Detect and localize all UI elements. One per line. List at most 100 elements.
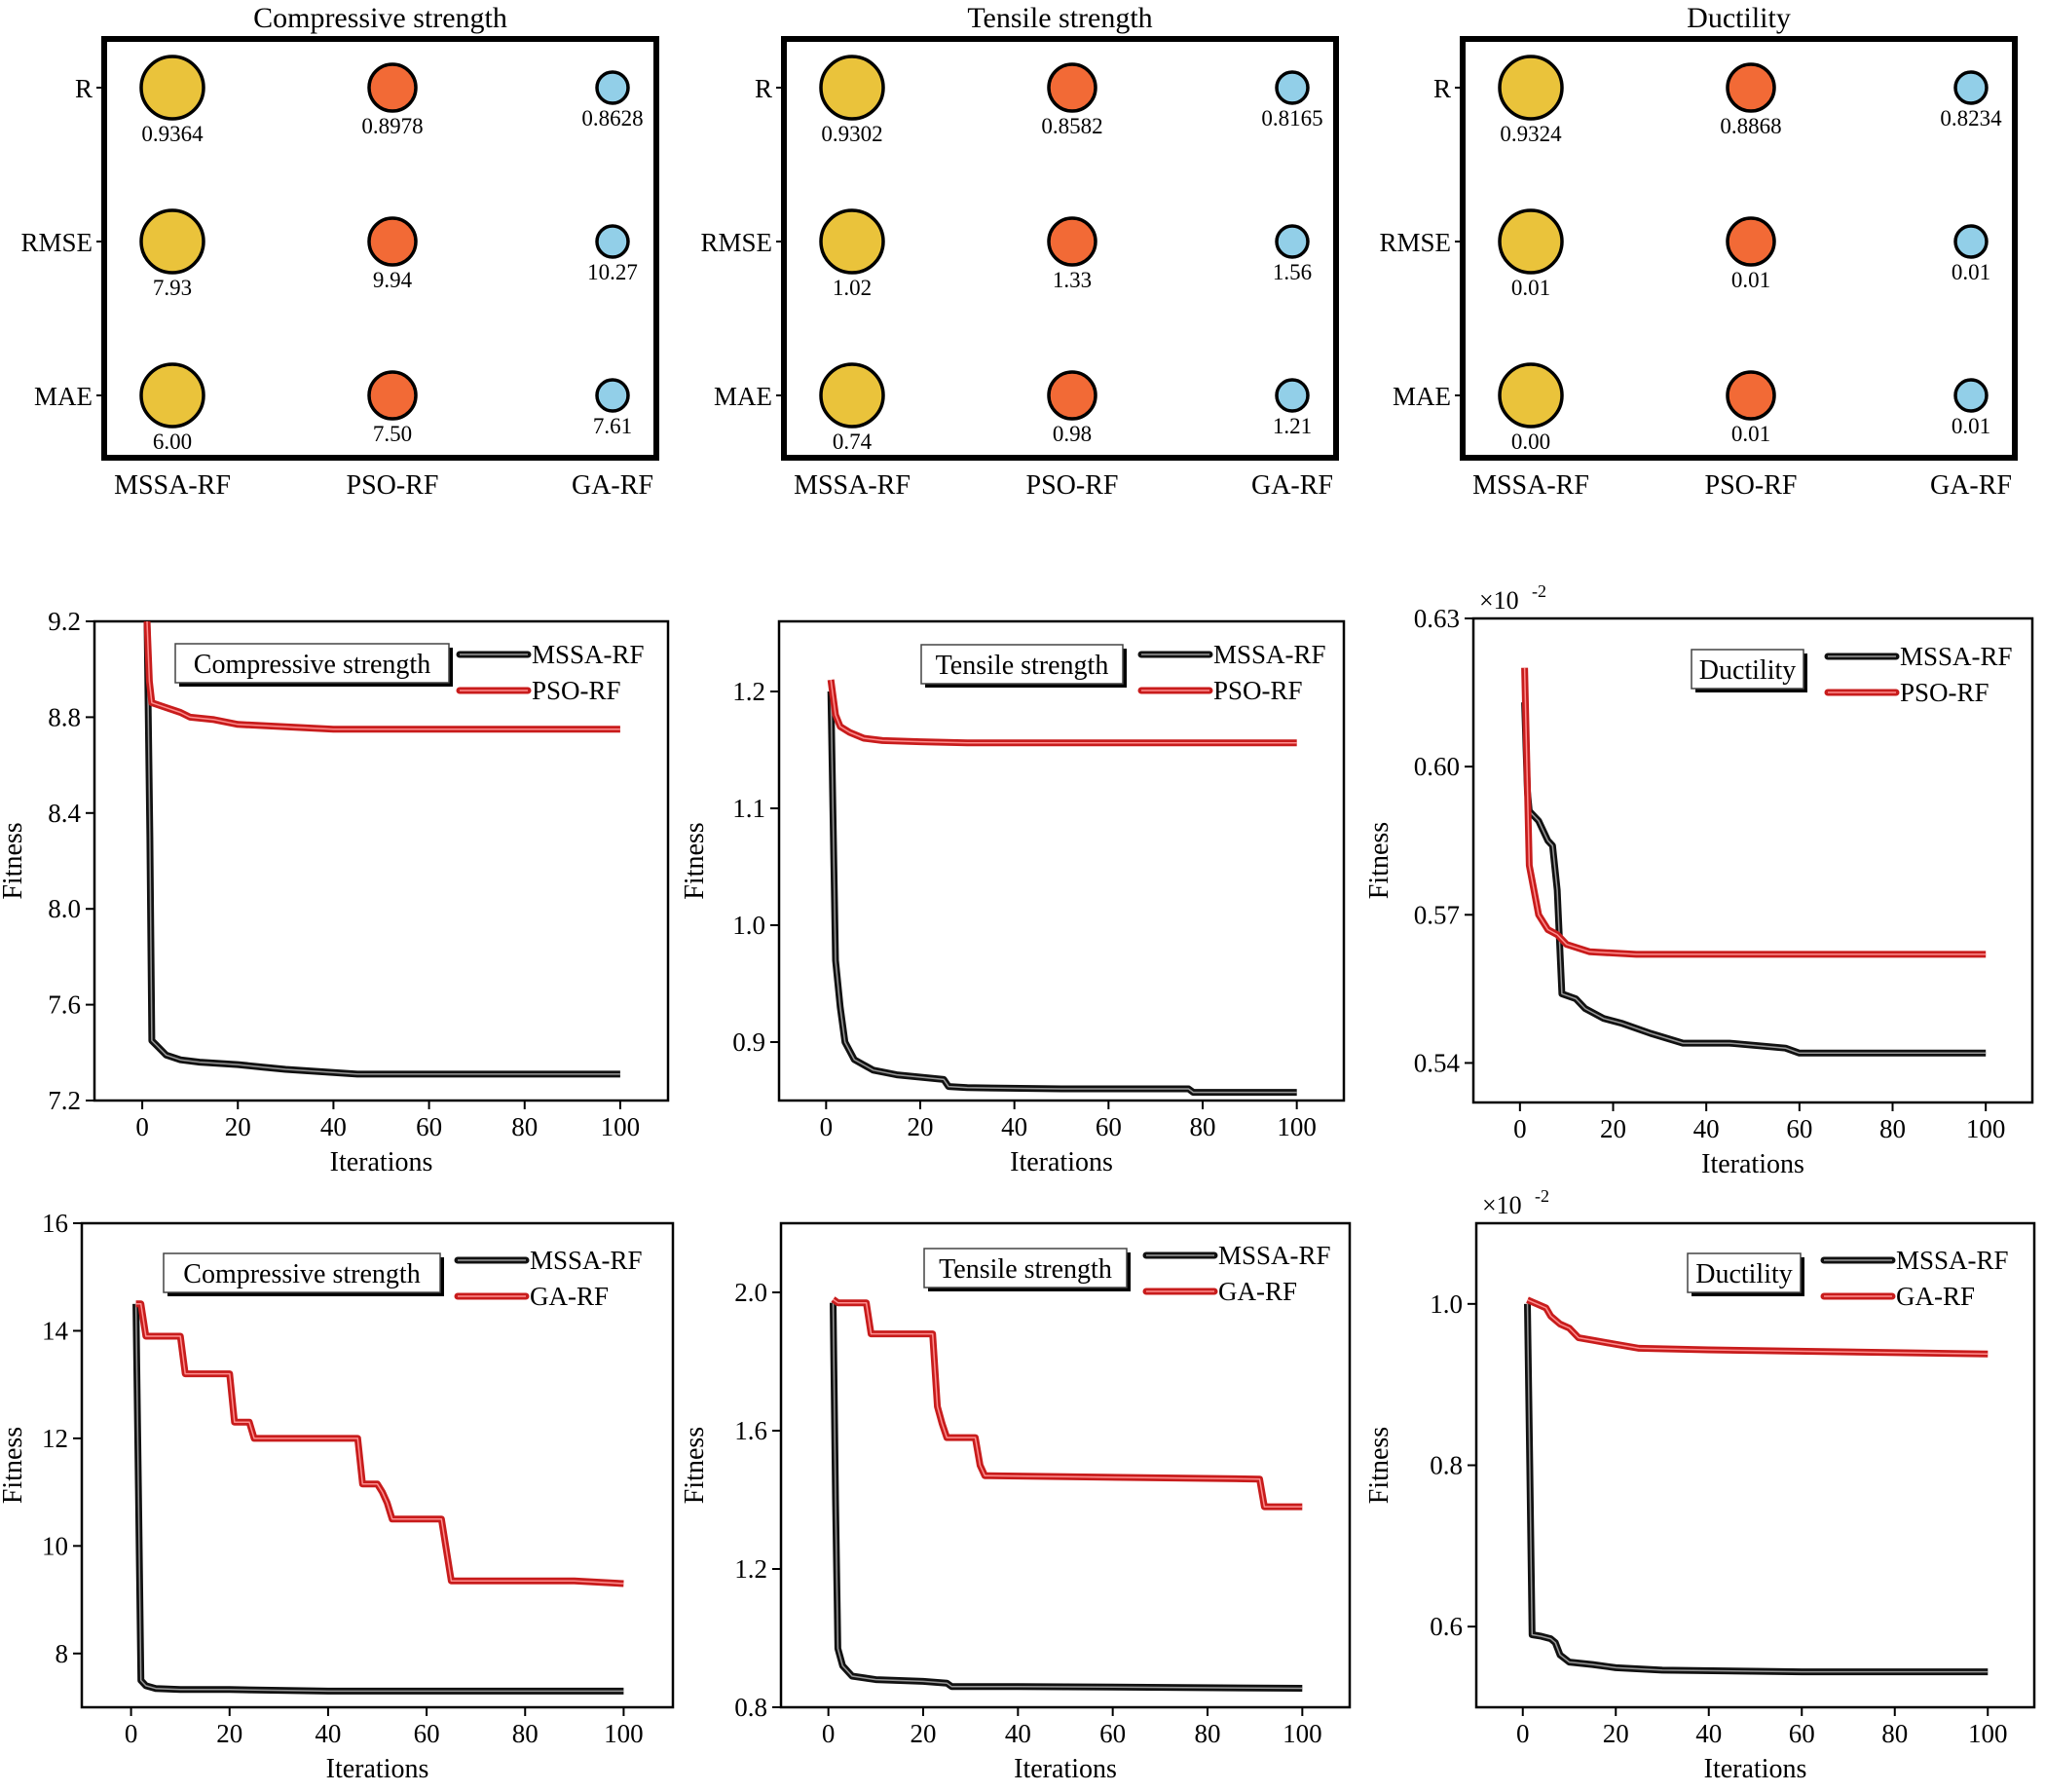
panel-title: Tensile strength xyxy=(967,2,1152,34)
x-tick-label: 100 xyxy=(1966,1114,2006,1143)
series-line-mssa-rf xyxy=(827,691,1297,1097)
x-category-label: PSO-RF xyxy=(347,470,439,501)
fitness-chart-1: 0 20 40 60 80 100 7.2 7.6 8.0 8.4 8.8 9.2 Iterations… xyxy=(0,607,670,1177)
x-category-label: MSSA-RF xyxy=(794,470,911,501)
fitness-chart-3: 0 20 40 60 80 100 0.54 0.57 0.60 0.63 Iterations Fi… xyxy=(1364,581,2034,1179)
legend-label: GA-RF xyxy=(530,1282,609,1311)
series-line-highlight xyxy=(1523,702,1987,1055)
bubble-mark xyxy=(1953,378,1989,413)
x-tick-label: 0 xyxy=(1513,1114,1527,1143)
x-category-label: GA-RF xyxy=(1251,470,1333,501)
x-tick-label: 0 xyxy=(820,1112,834,1141)
row-label: R xyxy=(75,74,93,103)
x-tick-label: 20 xyxy=(911,1719,937,1748)
y-tick-label: 1.2 xyxy=(734,1554,767,1584)
bubble-mark xyxy=(139,208,205,275)
x-tick-label: 0 xyxy=(135,1112,149,1141)
bubble-value-label: 1.33 xyxy=(1053,268,1092,292)
y-tick-label: 1.1 xyxy=(732,794,765,823)
series-line-mssa-rf xyxy=(1524,1303,1989,1676)
y-tick-label: 0.63 xyxy=(1414,604,1460,633)
bubble-mark xyxy=(1047,370,1097,421)
series-line-ga-rf xyxy=(831,1296,1303,1511)
legend-label: GA-RF xyxy=(1896,1282,1975,1311)
label-box xyxy=(1687,1252,1802,1293)
row-label: RMSE xyxy=(1379,228,1451,257)
y-tick-label: 0.9 xyxy=(732,1027,765,1057)
x-tick-label: 60 xyxy=(1096,1112,1122,1141)
label-box xyxy=(923,1248,1128,1288)
x-tick-label: 20 xyxy=(1600,1114,1626,1143)
legend-label: MSSA-RF xyxy=(1900,642,2013,671)
label-box-text: Tensile strength xyxy=(936,651,1109,681)
label-box-text: Tensile strength xyxy=(939,1254,1112,1285)
x-tick-label: 80 xyxy=(1195,1719,1221,1748)
bubble-mark xyxy=(1047,216,1097,267)
x-category-label: PSO-RF xyxy=(1026,470,1119,501)
legend-label: MSSA-RF xyxy=(1896,1246,2009,1275)
x-tick-label: 0 xyxy=(822,1719,836,1748)
x-tick-label: 20 xyxy=(225,1112,251,1141)
y-tick-label: 0.8 xyxy=(734,1693,767,1722)
bubble-value-label: 0.01 xyxy=(1511,276,1550,300)
x-category-label: MSSA-RF xyxy=(1472,470,1589,501)
bubble-value-label: 7.93 xyxy=(153,276,192,300)
row-label: R xyxy=(1433,74,1451,103)
bubble-mark xyxy=(819,208,885,275)
label-box-text: Ductility xyxy=(1699,655,1797,686)
bubble-value-label: 7.61 xyxy=(593,414,632,438)
legend-label: PSO-RF xyxy=(532,676,621,705)
y-tick-label: 0.6 xyxy=(1430,1612,1463,1641)
bubble-mark xyxy=(595,224,630,259)
bubble-value-label: 0.98 xyxy=(1053,422,1092,446)
bubble-mark xyxy=(1953,70,1989,105)
y-tick-label: 8.0 xyxy=(48,894,81,923)
y-tick-label: 0.60 xyxy=(1414,752,1460,781)
y-tick-label: 8.8 xyxy=(48,702,81,731)
y-tick-label: 8.4 xyxy=(48,799,81,828)
bubble-mark xyxy=(1498,55,1564,121)
bubble-mark xyxy=(819,362,885,429)
bubble-value-label: 0.74 xyxy=(833,429,873,454)
series-line-mssa-rf xyxy=(830,1302,1303,1692)
x-category-label: PSO-RF xyxy=(1705,470,1798,501)
series-line-highlight xyxy=(1527,1299,1989,1355)
x-tick-label: 60 xyxy=(1789,1719,1815,1748)
x-tick-label: 80 xyxy=(1881,1719,1908,1748)
series-line-highlight xyxy=(135,1303,624,1585)
x-category-label: GA-RF xyxy=(572,470,653,501)
axis-exponent-label: ×10 xyxy=(1482,1191,1522,1219)
bubble-value-label: 0.9364 xyxy=(141,122,204,146)
x-tick-label: 20 xyxy=(216,1719,242,1748)
bubble-mark xyxy=(819,55,885,121)
x-axis-label: Iterations xyxy=(1704,1754,1807,1784)
bubble-value-label: 1.21 xyxy=(1273,414,1312,438)
fitness-chart-2: 0 20 40 60 80 100 0.9 1.0 1.1 1.2 Iterations Fitnes… xyxy=(680,619,1346,1177)
row-label: RMSE xyxy=(700,228,772,257)
x-axis-label: Iterations xyxy=(1701,1149,1804,1179)
bubble-value-label: 6.00 xyxy=(153,429,192,454)
x-tick-label: 80 xyxy=(1190,1112,1216,1141)
bubble-value-label: 0.01 xyxy=(1731,268,1770,292)
bubble-value-label: 7.50 xyxy=(373,422,412,446)
y-tick-label: 9.2 xyxy=(48,607,81,636)
bubble-mark xyxy=(367,62,418,113)
legend-label: MSSA-RF xyxy=(532,640,645,669)
legend-label: PSO-RF xyxy=(1900,678,1989,707)
x-category-label: MSSA-RF xyxy=(114,470,231,501)
bubble-value-label: 0.9324 xyxy=(1500,122,1562,146)
bubble-mark xyxy=(139,362,205,429)
label-box-text: Compressive strength xyxy=(183,1259,420,1289)
x-axis-label: Iterations xyxy=(1010,1147,1113,1177)
bubble-mark xyxy=(1726,62,1776,113)
x-tick-label: 40 xyxy=(320,1112,347,1141)
plot-frame xyxy=(80,1221,675,1709)
bubble-value-label: 0.01 xyxy=(1731,422,1770,446)
axis-exponent-label: ×10 xyxy=(1479,586,1519,615)
bubble-value-label: 0.8582 xyxy=(1041,114,1102,138)
x-tick-label: 100 xyxy=(1277,1112,1317,1141)
bubble-value-label: 0.8165 xyxy=(1261,106,1322,131)
y-tick-label: 16 xyxy=(42,1209,68,1238)
x-tick-label: 100 xyxy=(601,1112,641,1141)
